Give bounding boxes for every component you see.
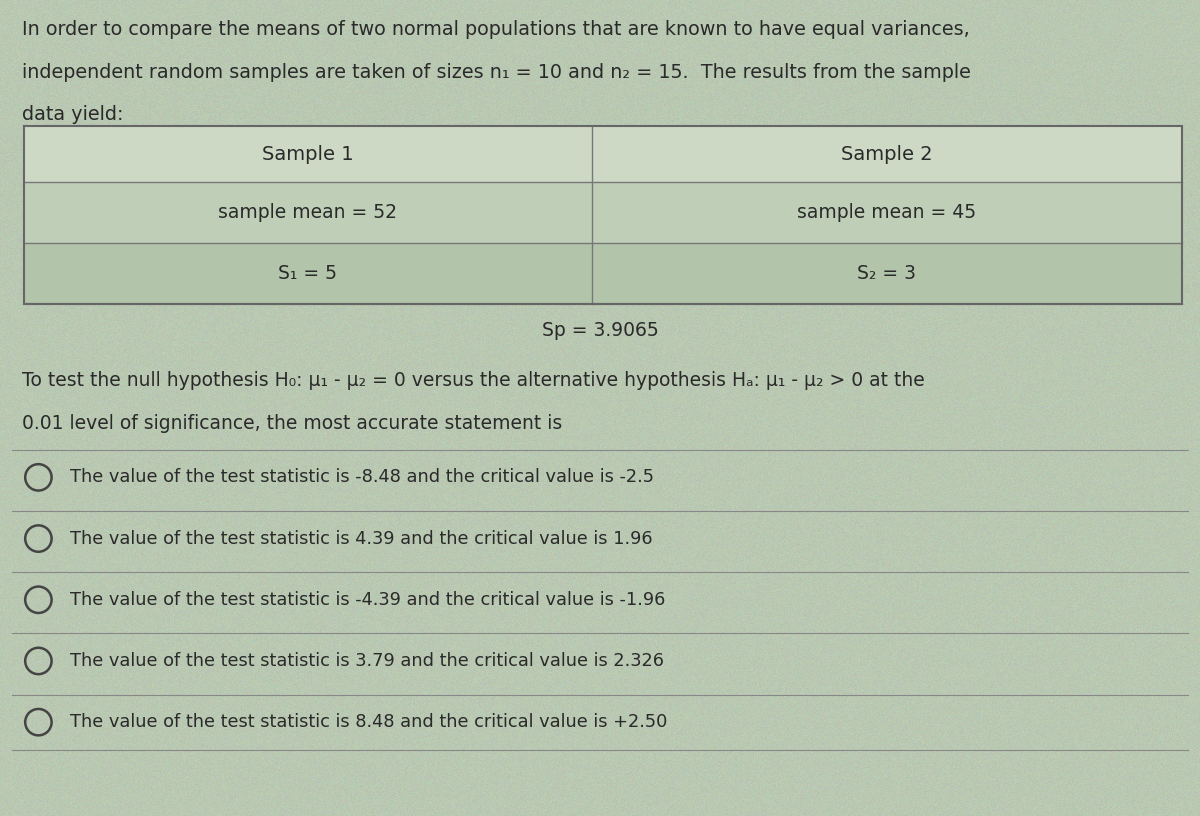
Text: The value of the test statistic is 3.79 and the critical value is 2.326: The value of the test statistic is 3.79 … — [70, 652, 664, 670]
Text: To test the null hypothesis H₀: μ₁ - μ₂ = 0 versus the alternative hypothesis Hₐ: To test the null hypothesis H₀: μ₁ - μ₂ … — [22, 371, 924, 390]
Text: data yield:: data yield: — [22, 105, 124, 124]
Text: Sample 1: Sample 1 — [262, 144, 354, 164]
FancyBboxPatch shape — [24, 243, 1182, 304]
Text: In order to compare the means of two normal populations that are known to have e: In order to compare the means of two nor… — [22, 20, 970, 39]
Text: The value of the test statistic is 4.39 and the critical value is 1.96: The value of the test statistic is 4.39 … — [70, 530, 653, 548]
Text: The value of the test statistic is -8.48 and the critical value is -2.5: The value of the test statistic is -8.48… — [70, 468, 654, 486]
Text: 0.01 level of significance, the most accurate statement is: 0.01 level of significance, the most acc… — [22, 414, 562, 432]
Text: sample mean = 45: sample mean = 45 — [797, 203, 977, 222]
FancyBboxPatch shape — [24, 182, 1182, 243]
Text: Sp = 3.9065: Sp = 3.9065 — [541, 321, 659, 340]
Text: Sample 2: Sample 2 — [841, 144, 932, 164]
Text: The value of the test statistic is 8.48 and the critical value is +2.50: The value of the test statistic is 8.48 … — [70, 713, 667, 731]
Text: sample mean = 52: sample mean = 52 — [218, 203, 397, 222]
Text: S₂ = 3: S₂ = 3 — [857, 264, 917, 283]
Text: S₁ = 5: S₁ = 5 — [278, 264, 337, 283]
FancyBboxPatch shape — [24, 126, 1182, 182]
Text: The value of the test statistic is -4.39 and the critical value is -1.96: The value of the test statistic is -4.39… — [70, 591, 665, 609]
Text: independent random samples are taken of sizes n₁ = 10 and n₂ = 15.  The results : independent random samples are taken of … — [22, 63, 971, 82]
